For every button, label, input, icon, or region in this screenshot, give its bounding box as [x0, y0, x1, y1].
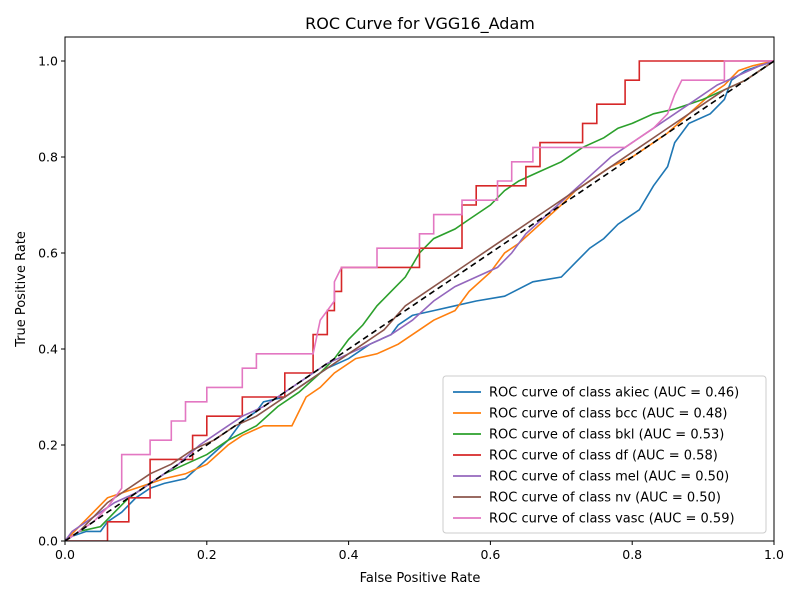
plot-frame — [64, 36, 775, 542]
y-tick-label: 0.2 — [38, 438, 58, 453]
x-tick-label: 0.6 — [480, 547, 500, 562]
legend-box — [442, 375, 767, 534]
x-tick-label: 0.2 — [197, 547, 217, 562]
y-tick-label: 0.8 — [38, 150, 58, 165]
y-tick-label: 0.6 — [38, 246, 58, 261]
legend-entry-label: ROC curve of class vasc (AUC = 0.59) — [489, 512, 735, 527]
roc-series-line-6 — [65, 60, 774, 541]
legend-entry-label: ROC curve of class bkl (AUC = 0.53) — [489, 428, 724, 443]
x-tick-label: 0.4 — [339, 547, 359, 562]
y-tick-label: 1.0 — [38, 54, 58, 69]
chance-diagonal-line — [65, 60, 774, 541]
x-axis-label: False Positive Rate — [360, 571, 481, 586]
legend-entry-label: ROC curve of class bcc (AUC = 0.48) — [489, 407, 728, 422]
chart-title: ROC Curve for VGG16_Adam — [305, 14, 535, 34]
legend-entry-label: ROC curve of class akiec (AUC = 0.46) — [489, 386, 739, 401]
y-axis-label: True Positive Rate — [14, 231, 29, 348]
series-layer — [65, 60, 774, 541]
legend-entry-label: ROC curve of class df (AUC = 0.58) — [489, 449, 718, 464]
ticks-layer: 0.0 0.2 0.4 0.6 0.8 1.0 0.0 0.2 0.4 0.6 0.8 1.0 — [38, 54, 784, 563]
x-tick-label: 1.0 — [764, 547, 784, 562]
x-tick-label: 0.0 — [55, 547, 75, 562]
legend-entry-label: ROC curve of class nv (AUC = 0.50) — [489, 491, 721, 506]
legend: ROC curve of class akiec (AUC = 0.46) ROC… — [442, 375, 767, 534]
x-tick-label: 0.8 — [622, 547, 642, 562]
y-tick-label: 0.0 — [38, 534, 58, 549]
roc-series-line-0 — [65, 60, 774, 541]
legend-entry-label: ROC curve of class mel (AUC = 0.50) — [489, 470, 729, 485]
roc-series-line-5 — [65, 60, 774, 541]
y-tick-label: 0.4 — [38, 342, 58, 357]
